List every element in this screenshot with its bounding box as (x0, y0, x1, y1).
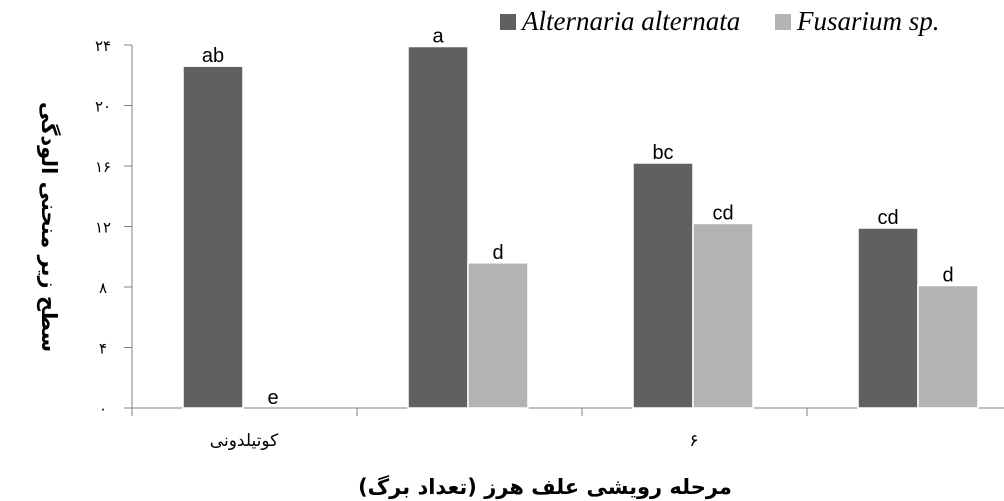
category-labels: کوتیلدونی ۶ (210, 431, 699, 451)
y-tick-label: ۰ (99, 400, 107, 418)
bar (182, 65, 244, 409)
y-tick-label: ۱۶ (95, 158, 111, 176)
bar (917, 284, 979, 409)
legend-swatch (500, 14, 516, 30)
data-label: bc (652, 142, 673, 164)
y-tick-label: ۸ (99, 279, 107, 297)
legend-label: Alternaria alternata (520, 6, 740, 36)
y-tick-label: ۱۲ (95, 219, 111, 237)
bar (407, 45, 469, 409)
legend-swatch (775, 14, 791, 30)
data-label: cd (712, 202, 733, 224)
y-tick-label: ۴ (99, 340, 107, 358)
y-tick-label: ۲۴ (95, 37, 111, 55)
chart-axes: ۰ ۴ ۸ ۱۲ ۱۶ ۲۰ ۲۴ (95, 37, 1004, 418)
bar (632, 162, 694, 409)
y-tick-label: ۲۰ (95, 98, 111, 116)
data-label: cd (877, 207, 898, 229)
category-label: ۶ (689, 431, 698, 451)
bar (692, 222, 754, 409)
data-label: d (492, 242, 503, 264)
data-label: e (267, 387, 278, 409)
y-axis-title: سطح زیر منحنی الودگی (37, 102, 62, 352)
chart-legend: Alternaria alternata Fusarium sp. (500, 6, 940, 36)
data-labels: ab a bc cd e d cd d (202, 26, 954, 409)
bar (857, 227, 919, 409)
x-axis-title: مرحله رویشی علف هرز (تعداد برگ) (358, 474, 732, 499)
data-label: ab (202, 45, 224, 67)
bar (467, 262, 529, 409)
category-label: کوتیلدونی (210, 431, 279, 451)
chart-bars (182, 45, 979, 409)
legend-label: Fusarium sp. (796, 6, 940, 36)
data-label: d (942, 264, 953, 286)
data-label: a (432, 26, 444, 48)
